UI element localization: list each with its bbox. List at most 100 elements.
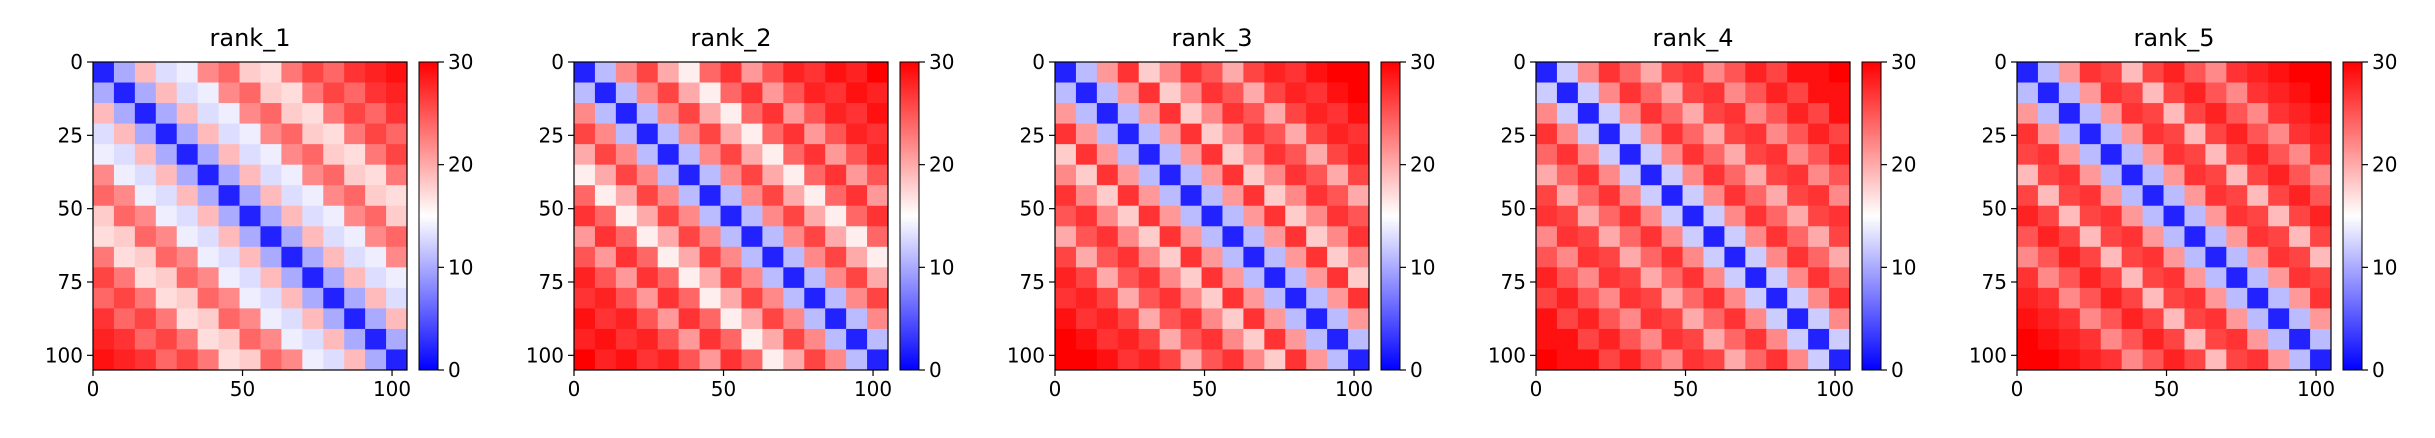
heatmap-cell (678, 103, 701, 125)
heatmap-cell (1348, 287, 1370, 309)
heatmap-cell (1201, 287, 1223, 309)
heatmap-cell (1201, 267, 1223, 289)
heatmap-cell (1096, 328, 1119, 350)
heatmap-cell (134, 123, 157, 145)
heatmap-cell (1598, 349, 1621, 371)
heatmap-cell (260, 246, 282, 268)
heatmap-cell (1348, 349, 1370, 371)
heatmap-cell (1201, 164, 1223, 186)
heatmap-cell (1703, 226, 1725, 248)
heatmap-cell (1536, 226, 1558, 248)
heatmap-cell (281, 226, 303, 248)
heatmap-cell (1138, 185, 1161, 207)
heatmap-cell (365, 267, 387, 289)
heatmap-cell (1306, 287, 1328, 309)
heatmap-cell (93, 103, 115, 125)
heatmap-cell (1243, 185, 1265, 207)
heatmap-cell (386, 246, 408, 268)
heatmap-cell (260, 185, 282, 207)
heatmap-cell (1536, 328, 1558, 350)
heatmap-cell (1222, 287, 1244, 309)
heatmap-cell (1075, 164, 1098, 186)
heatmap-cell (615, 308, 638, 330)
heatmap-cell (2163, 103, 2185, 125)
x-tick-label: 50 (1192, 377, 1217, 401)
heatmap-cell (344, 246, 366, 268)
heatmap-cell (1682, 62, 1704, 84)
heatmap-cell (574, 308, 596, 330)
heatmap-cell (1787, 205, 1809, 227)
heatmap-cell (636, 226, 659, 248)
heatmap-cell (1117, 144, 1140, 166)
heatmap-cell (1264, 287, 1286, 309)
heatmap-cell (155, 185, 178, 207)
heatmap-cell (302, 349, 324, 371)
heatmap-cell (302, 103, 324, 125)
heatmap-cell (2205, 267, 2227, 289)
heatmap-cell (2079, 328, 2102, 350)
heatmap-cell (1682, 349, 1704, 371)
heatmap-cell (323, 246, 345, 268)
heatmap-cell (344, 328, 366, 350)
heatmap-cell (1348, 328, 1370, 350)
heatmap-cell (323, 82, 345, 104)
heatmap-cell (218, 103, 241, 125)
heatmap-cell (2226, 226, 2248, 248)
heatmap-cell (762, 62, 784, 84)
heatmap-cell (615, 328, 638, 350)
heatmap-cell (804, 226, 826, 248)
heatmap-cell (615, 287, 638, 309)
heatmap-cell (1745, 349, 1767, 371)
heatmap-cell (825, 164, 847, 186)
heatmap-cell (134, 328, 157, 350)
heatmap-cell (1055, 267, 1077, 289)
heatmap-cell (2184, 82, 2206, 104)
heatmap-cell (176, 328, 199, 350)
y-tick-label: 0 (1032, 50, 1045, 74)
heatmap-cell (1096, 62, 1119, 84)
heatmap-cell (1055, 308, 1077, 330)
heatmap-cell (846, 267, 868, 289)
heatmap-cell (1075, 267, 1098, 289)
heatmap-cell (1703, 287, 1725, 309)
heatmap-cell (386, 144, 408, 166)
heatmap-cell (657, 308, 680, 330)
heatmap-cell (1159, 144, 1182, 166)
heatmap-cell (1180, 287, 1203, 309)
heatmap-cell (134, 246, 157, 268)
heatmap-cell (1536, 103, 1558, 125)
heatmap-cell (218, 205, 241, 227)
heatmap-cell (2184, 287, 2206, 309)
heatmap-cell (2163, 164, 2185, 186)
heatmap-cell (1724, 144, 1746, 166)
heatmap-cell (2100, 308, 2123, 330)
heatmap-cell (2079, 164, 2102, 186)
heatmap-cell (2058, 103, 2081, 125)
heatmap-cell (2017, 246, 2039, 268)
heatmap-cell (1808, 349, 1830, 371)
heatmap-cell (1619, 308, 1642, 330)
heatmap-cell (2079, 226, 2102, 248)
heatmap-cell (2184, 123, 2206, 145)
heatmap-cell (1243, 144, 1265, 166)
heatmap-cell (1577, 267, 1600, 289)
heatmap-cell (2121, 287, 2144, 309)
heatmap-cell (2226, 185, 2248, 207)
heatmap-cell (239, 185, 261, 207)
heatmap-cell (1117, 123, 1140, 145)
heatmap-cell (1598, 308, 1621, 330)
heatmap-cell (1159, 123, 1182, 145)
heatmap-cell (2121, 123, 2144, 145)
heatmap-cell (197, 349, 220, 371)
heatmap-cell (2017, 205, 2039, 227)
heatmap-cell (804, 349, 826, 371)
heatmap-cell (867, 246, 889, 268)
heatmap-cell (636, 185, 659, 207)
heatmap-cell (615, 103, 638, 125)
colorbar-tick-label: 10 (929, 255, 954, 279)
heatmap-cell (1117, 267, 1140, 289)
heatmap-cell (155, 267, 178, 289)
